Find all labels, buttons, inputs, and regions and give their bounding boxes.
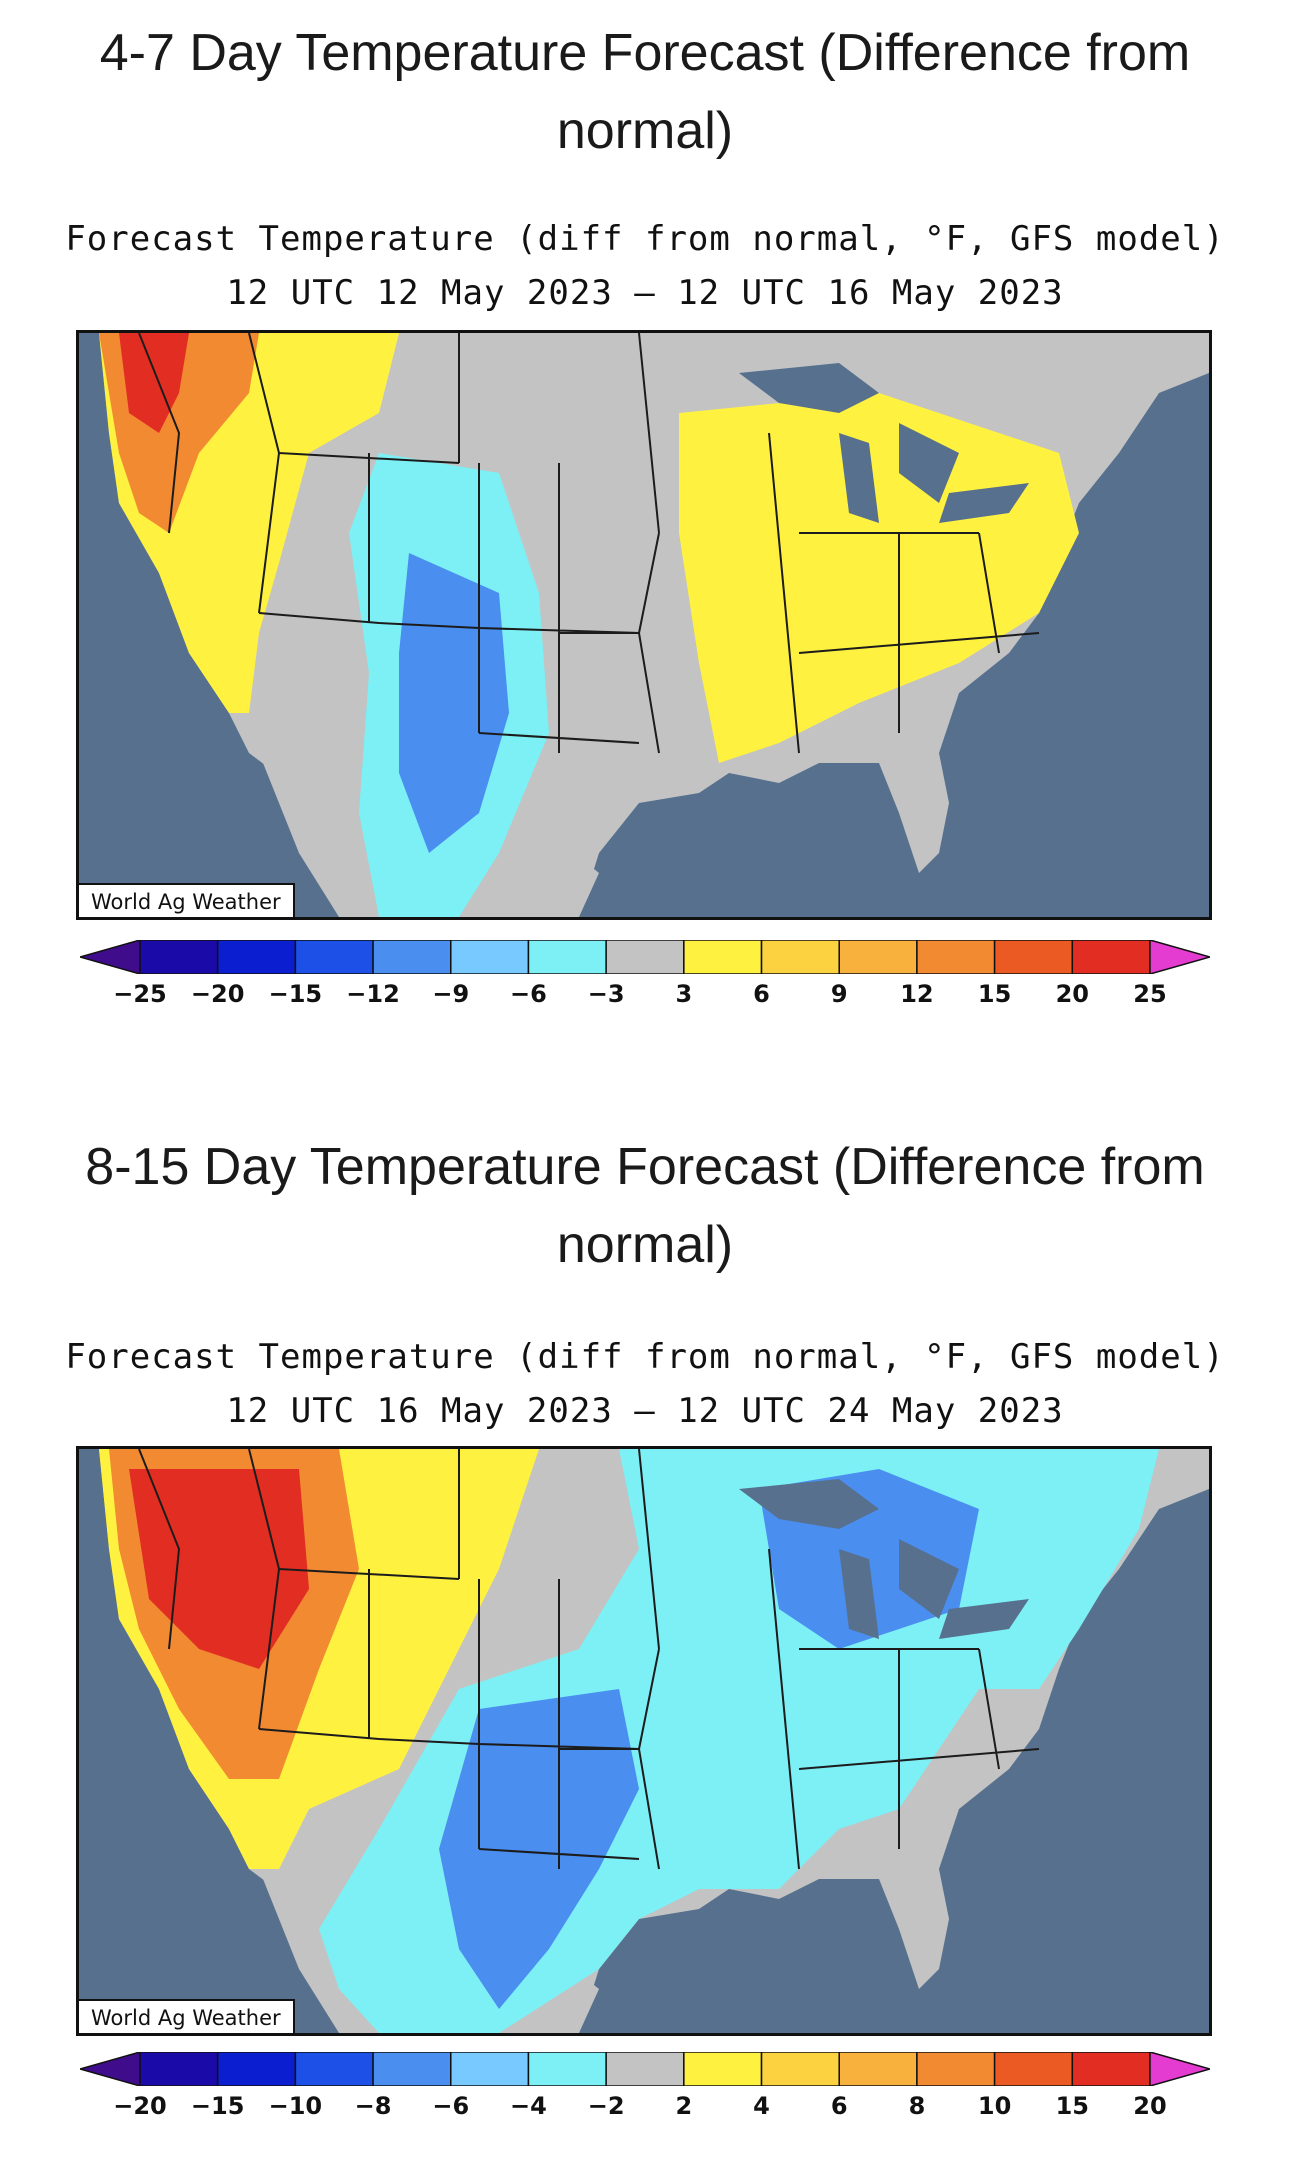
- colorbar-tick-label: −20: [190, 980, 245, 1008]
- map-2-frame: World Ag Weather: [76, 1446, 1212, 2036]
- colorbar-tick-label: −10: [268, 2092, 323, 2120]
- warm-region-east: [679, 393, 1079, 763]
- colorbar-bin: [993, 940, 1074, 974]
- colorbar-tick-label: 20: [1055, 980, 1089, 1008]
- colorbar-bin: [683, 2052, 763, 2086]
- colorbar-bin: [760, 940, 840, 974]
- map-1-image: [79, 333, 1209, 917]
- colorbar-tick-label: −6: [510, 980, 547, 1008]
- very-hot-region: [119, 333, 189, 433]
- colorbar-tick-label: −12: [346, 980, 400, 1008]
- colorbar-bin: [605, 2052, 685, 2086]
- colorbar-tick-label: 2: [675, 2092, 693, 2120]
- colorbar-extend-high: [1149, 2052, 1210, 2086]
- colorbar-bin: [916, 940, 996, 974]
- colorbar-extend-low: [80, 940, 141, 974]
- colorbar-tick-label: −15: [268, 980, 323, 1008]
- colorbar-bin: [450, 2052, 530, 2086]
- colorbar-tick-label: 3: [675, 980, 693, 1008]
- map-2-subtitle: 12 UTC 16 May 2023 – 12 UTC 24 May 2023: [226, 1391, 1064, 1431]
- colorbar-bin: [216, 2052, 297, 2086]
- colorbar-bin: [916, 2052, 996, 2086]
- colorbar-bin: [294, 2052, 374, 2086]
- colorbar-bin: [605, 940, 685, 974]
- colder-region: [439, 1469, 979, 2009]
- map-2-credit: World Ag Weather: [79, 1999, 295, 2033]
- colorbar-bin: [1071, 940, 1151, 974]
- colorbar-tick-label: −6: [432, 2092, 470, 2120]
- colorbar-bin: [372, 940, 452, 974]
- map-2-title: Forecast Temperature (diff from normal, …: [65, 1337, 1225, 1377]
- colorbar-bin: [838, 940, 918, 974]
- colorbar-tick-label: 6: [830, 2092, 848, 2120]
- colorbar-1-ticks: −25 −20 −15 −12 −9 −6 −3 3 6 9 12 15 20 25: [80, 980, 1210, 1010]
- map-1-credit: World Ag Weather: [79, 883, 295, 917]
- very-hot-region: [129, 1469, 309, 1669]
- colorbar-tick-label: −2: [587, 2092, 625, 2120]
- colorbar-tick-label: 25: [1133, 980, 1167, 1008]
- colorbar-bin: [993, 2052, 1074, 2086]
- colorbar-tick-label: −25: [113, 980, 167, 1008]
- colorbar-tick-label: 10: [977, 2092, 1012, 2120]
- colorbar-tick-label: 15: [977, 980, 1012, 1008]
- colorbar-bin: [1071, 2052, 1151, 2086]
- colorbar-tick-label: 20: [1133, 2092, 1167, 2120]
- colorbar-bin: [450, 940, 530, 974]
- colorbar-tick-label: 9: [830, 980, 848, 1008]
- state-borders: [138, 1449, 1040, 1870]
- state-borders: [138, 333, 1040, 754]
- great-lakes: [739, 1479, 1029, 1639]
- colorbar-2-ticks: −20 −15 −10 −8 −6 −4 −2 2 4 6 8 10 15 20: [80, 2092, 1210, 2122]
- colorbar-bin: [372, 2052, 452, 2086]
- colorbar-tick-label: −15: [190, 2092, 245, 2120]
- colorbar-bin: [527, 2052, 607, 2086]
- map-1-subtitle: 12 UTC 12 May 2023 – 12 UTC 16 May 2023: [226, 273, 1064, 313]
- colorbar-bin: [216, 940, 297, 974]
- map-1-title: Forecast Temperature (diff from normal, …: [65, 219, 1225, 259]
- colorbar-bin: [760, 2052, 840, 2086]
- colorbar-tick-label: −9: [432, 980, 470, 1008]
- colorbar-tick-label: −20: [113, 2092, 167, 2120]
- section-2-heading: 8-15 Day Temperature Forecast (Differenc…: [85, 1138, 1205, 1274]
- colorbar-tick-label: 4: [753, 2092, 770, 2120]
- colorbar-bin: [527, 940, 607, 974]
- colorbar-tick-label: −8: [354, 2092, 392, 2120]
- section-1-heading: 4-7 Day Temperature Forecast (Difference…: [99, 24, 1191, 160]
- colorbar-bin: [139, 940, 219, 974]
- great-lakes: [739, 363, 1029, 523]
- colorbar-tick-label: 8: [908, 2092, 926, 2120]
- colorbar-tick-label: −3: [587, 980, 625, 1008]
- colorbar-tick-label: 6: [753, 980, 770, 1008]
- colorbar-2: [80, 2052, 1210, 2086]
- map-1-frame: World Ag Weather: [76, 330, 1212, 920]
- colorbar-bin: [294, 940, 374, 974]
- colorbar-bin: [139, 2052, 219, 2086]
- colorbar-tick-label: −4: [510, 2092, 547, 2120]
- colorbar-tick-label: 15: [1055, 2092, 1089, 2120]
- colorbar-extend-low: [80, 2052, 141, 2086]
- colorbar-1: [80, 940, 1210, 974]
- colorbar-bin: [838, 2052, 918, 2086]
- colorbar-extend-high: [1149, 940, 1210, 974]
- map-2-image: [79, 1449, 1209, 2033]
- colorbar-tick-label: 12: [900, 980, 934, 1008]
- colorbar-bin: [683, 940, 763, 974]
